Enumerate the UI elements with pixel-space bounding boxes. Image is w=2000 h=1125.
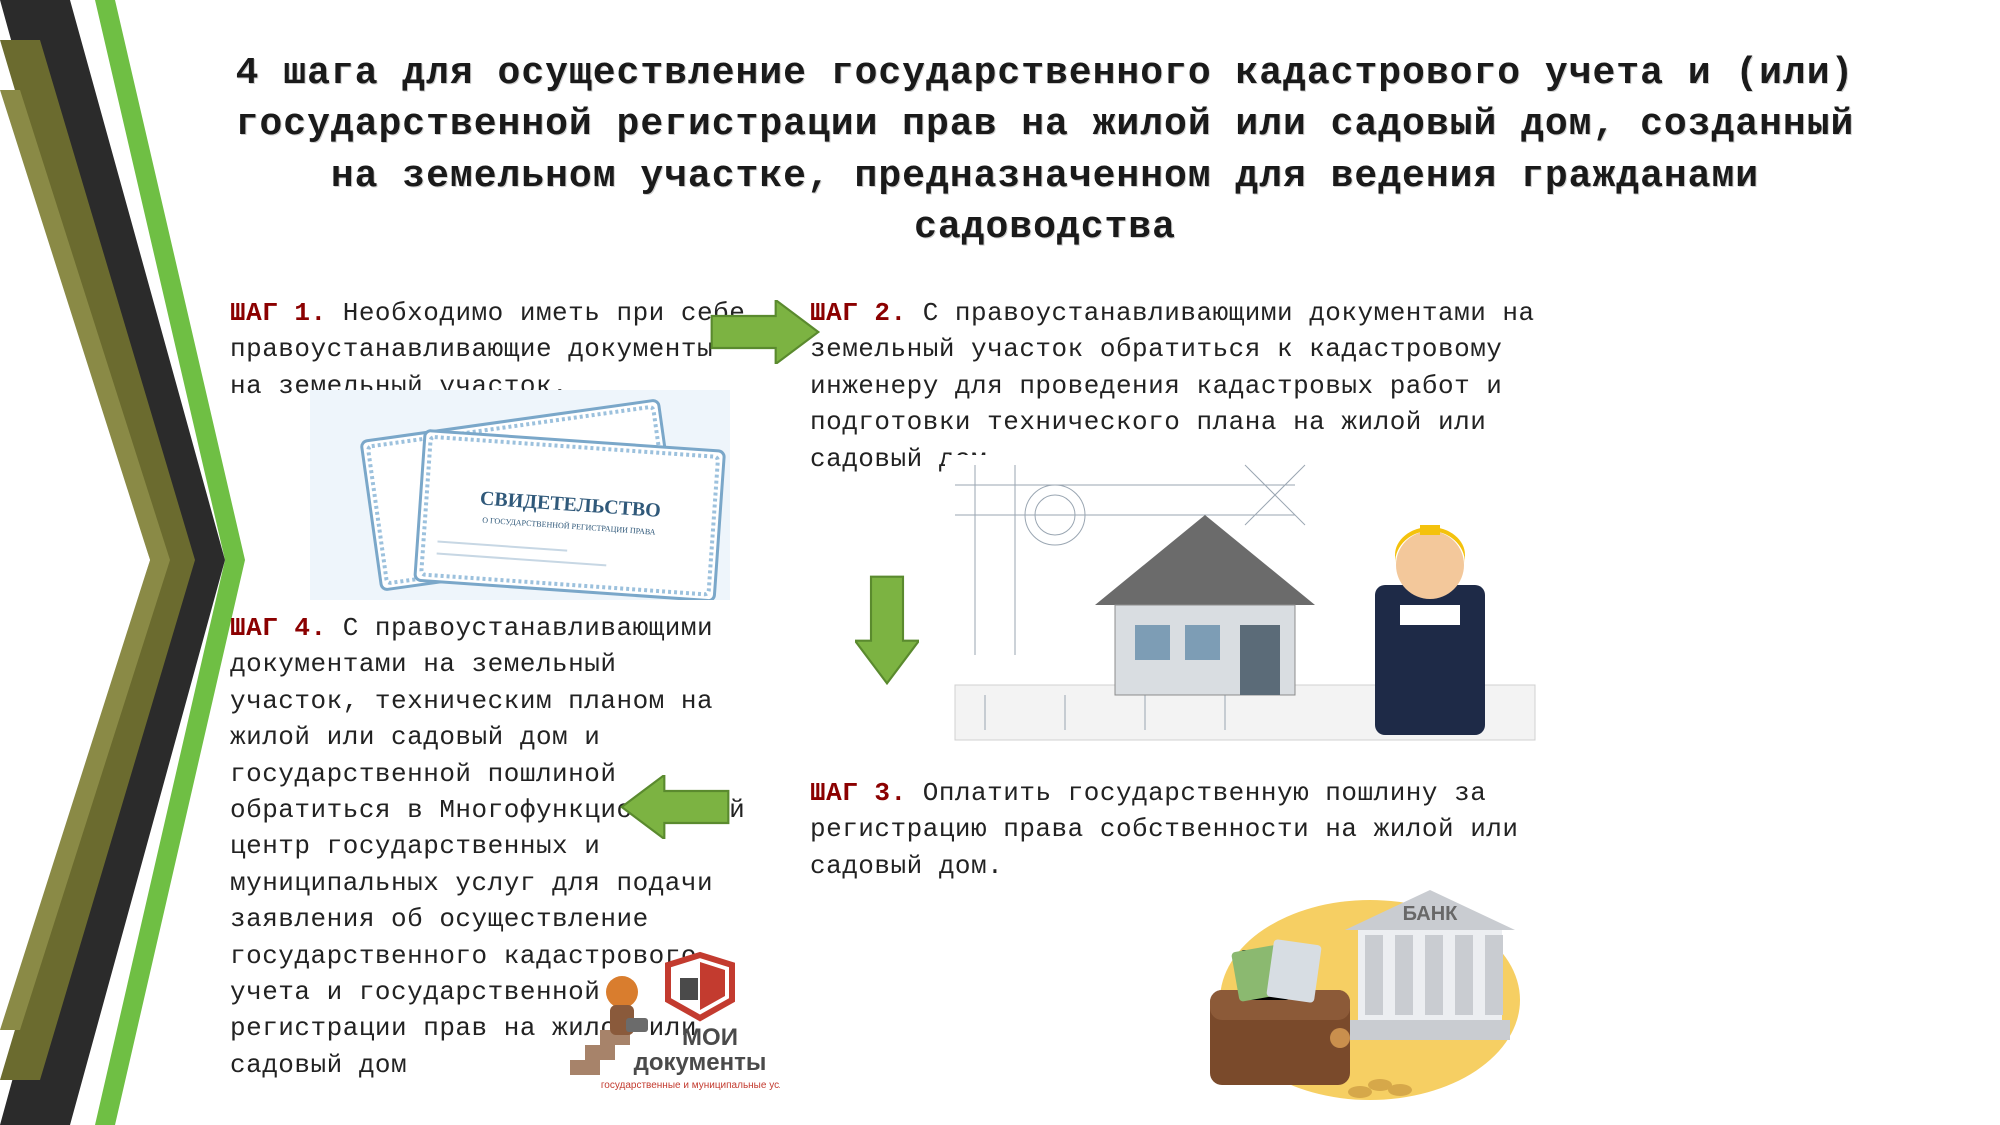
mfc-brand-sub: государственные и муниципальные услуги: [601, 1080, 780, 1091]
illustration-mfc-logo: МОИ документы государственные и муниципа…: [560, 940, 780, 1105]
step-1-text: ШАГ 1. Необходимо иметь при себе правоус…: [230, 295, 750, 404]
page-title: 4 шага для осуществление государственног…: [220, 48, 1870, 253]
step-3-label: ШАГ 3.: [810, 778, 907, 808]
mfc-brand-top: МОИ: [682, 1024, 738, 1051]
step-2-body: С правоустанавливающими документами на з…: [810, 298, 1535, 474]
illustration-bank-wallet: БАНК: [1150, 870, 1530, 1105]
step-4-label: ШАГ 4.: [230, 613, 327, 643]
step-3-body: Оплатить государственную пошлину за реги…: [810, 778, 1519, 881]
arrow-1-to-2: [700, 300, 830, 364]
illustration-engineer-house: [945, 455, 1545, 745]
bank-label: БАНК: [1403, 903, 1459, 925]
step-3-text: ШАГ 3. Оплатить государственную пошлину …: [810, 775, 1570, 884]
step-1-label: ШАГ 1.: [230, 298, 327, 328]
arrow-3-to-4: [560, 775, 790, 839]
step-2-text: ШАГ 2. С правоустанавливающими документа…: [810, 295, 1570, 477]
arrow-2-to-3: [855, 490, 919, 770]
illustration-certificate: СВИДЕТЕЛЬСТВО О ГОСУДАРСТВЕННОЙ РЕГИСТРА…: [310, 390, 730, 600]
mfc-brand-bottom: документы: [634, 1049, 767, 1076]
slide: 4 шага для осуществление государственног…: [0, 0, 2000, 1125]
